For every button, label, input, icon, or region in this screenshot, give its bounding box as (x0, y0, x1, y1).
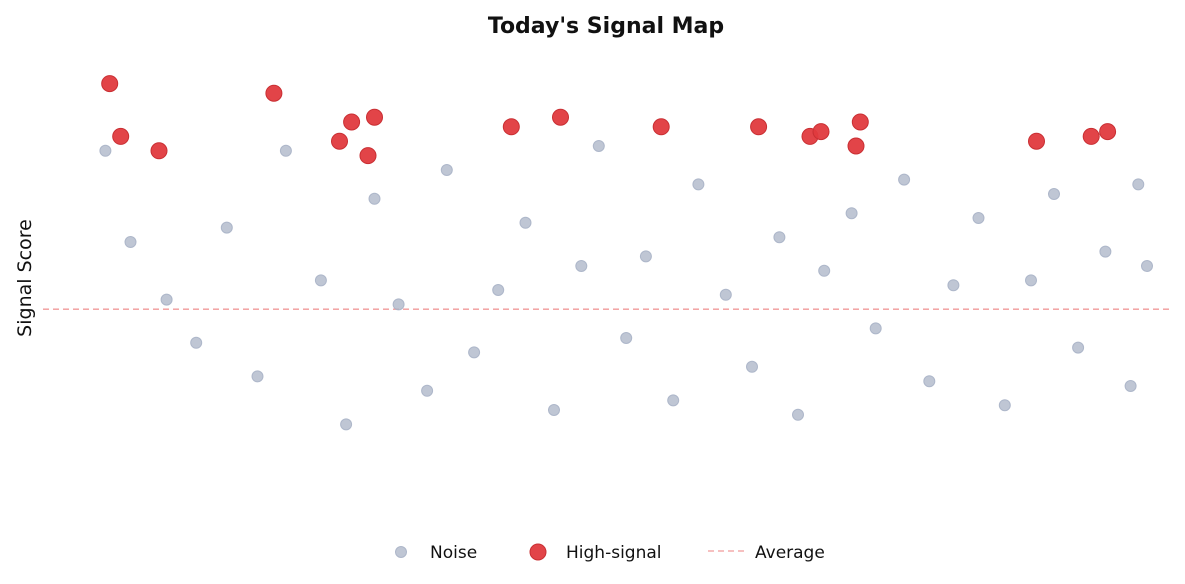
high-signal-point (265, 84, 283, 102)
noise-point (124, 236, 137, 248)
noise-point (620, 332, 633, 344)
high-signal-point (847, 137, 865, 155)
noise-point (923, 375, 936, 388)
noise-point (421, 384, 434, 397)
noise-point (947, 279, 960, 292)
noise-point (639, 250, 652, 263)
high-signal-point (112, 127, 130, 145)
noise-point (99, 144, 112, 157)
high-signal-series (101, 75, 1117, 165)
noise-point (667, 394, 680, 407)
noise-point (314, 274, 327, 287)
y-axis-label: Signal Score (14, 219, 36, 337)
high-signal-point (366, 108, 383, 126)
noise-point (1141, 260, 1153, 272)
high-signal-point (652, 118, 670, 136)
high-signal-point (552, 108, 569, 126)
noise-point (1099, 245, 1112, 258)
high-signal-point (343, 113, 361, 131)
legend-average-label: Average (755, 543, 825, 563)
noise-point (220, 221, 233, 234)
noise-point (1132, 178, 1145, 191)
noise-point (869, 322, 882, 335)
noise-point (340, 418, 353, 431)
noise-point (592, 140, 605, 152)
noise-point (575, 260, 588, 272)
noise-point (1124, 380, 1137, 392)
legend-noise-marker (395, 546, 407, 558)
high-signal-point (502, 118, 520, 136)
noise-point (160, 293, 173, 306)
noise-series (99, 140, 1153, 431)
high-signal-point (331, 132, 348, 150)
noise-point (972, 212, 985, 224)
noise-point (845, 207, 858, 220)
noise-point (548, 404, 560, 416)
chart-title: Today's Signal Map (488, 14, 724, 39)
high-signal-point (359, 147, 377, 165)
noise-point (1025, 274, 1037, 287)
noise-point (692, 178, 705, 191)
noise-point (719, 288, 732, 301)
high-signal-point (851, 113, 869, 131)
noise-point (468, 346, 481, 359)
high-signal-point (150, 142, 168, 160)
high-signal-point (101, 75, 119, 93)
noise-point (190, 336, 203, 349)
high-signal-point (750, 118, 768, 136)
noise-point (519, 216, 532, 229)
legend-noise-label: Noise (430, 543, 477, 563)
noise-point (998, 399, 1011, 412)
noise-point (392, 298, 405, 311)
noise-point (251, 370, 264, 383)
high-signal-point (1082, 127, 1100, 145)
noise-point (1048, 188, 1060, 200)
noise-point (440, 164, 453, 176)
noise-point (898, 173, 911, 186)
legend-high-signal-label: High-signal (566, 543, 662, 563)
noise-point (279, 144, 292, 157)
noise-point (818, 264, 831, 277)
noise-point (773, 231, 786, 244)
high-signal-point (1028, 132, 1045, 150)
legend-high-signal-marker (529, 543, 547, 561)
legend: Noise High-signal Average (395, 543, 825, 563)
noise-point (492, 284, 505, 296)
high-signal-point (1099, 123, 1117, 141)
noise-point (792, 408, 804, 421)
noise-point (1072, 341, 1085, 354)
noise-point (368, 192, 381, 205)
high-signal-point (812, 123, 830, 141)
noise-point (746, 360, 758, 373)
